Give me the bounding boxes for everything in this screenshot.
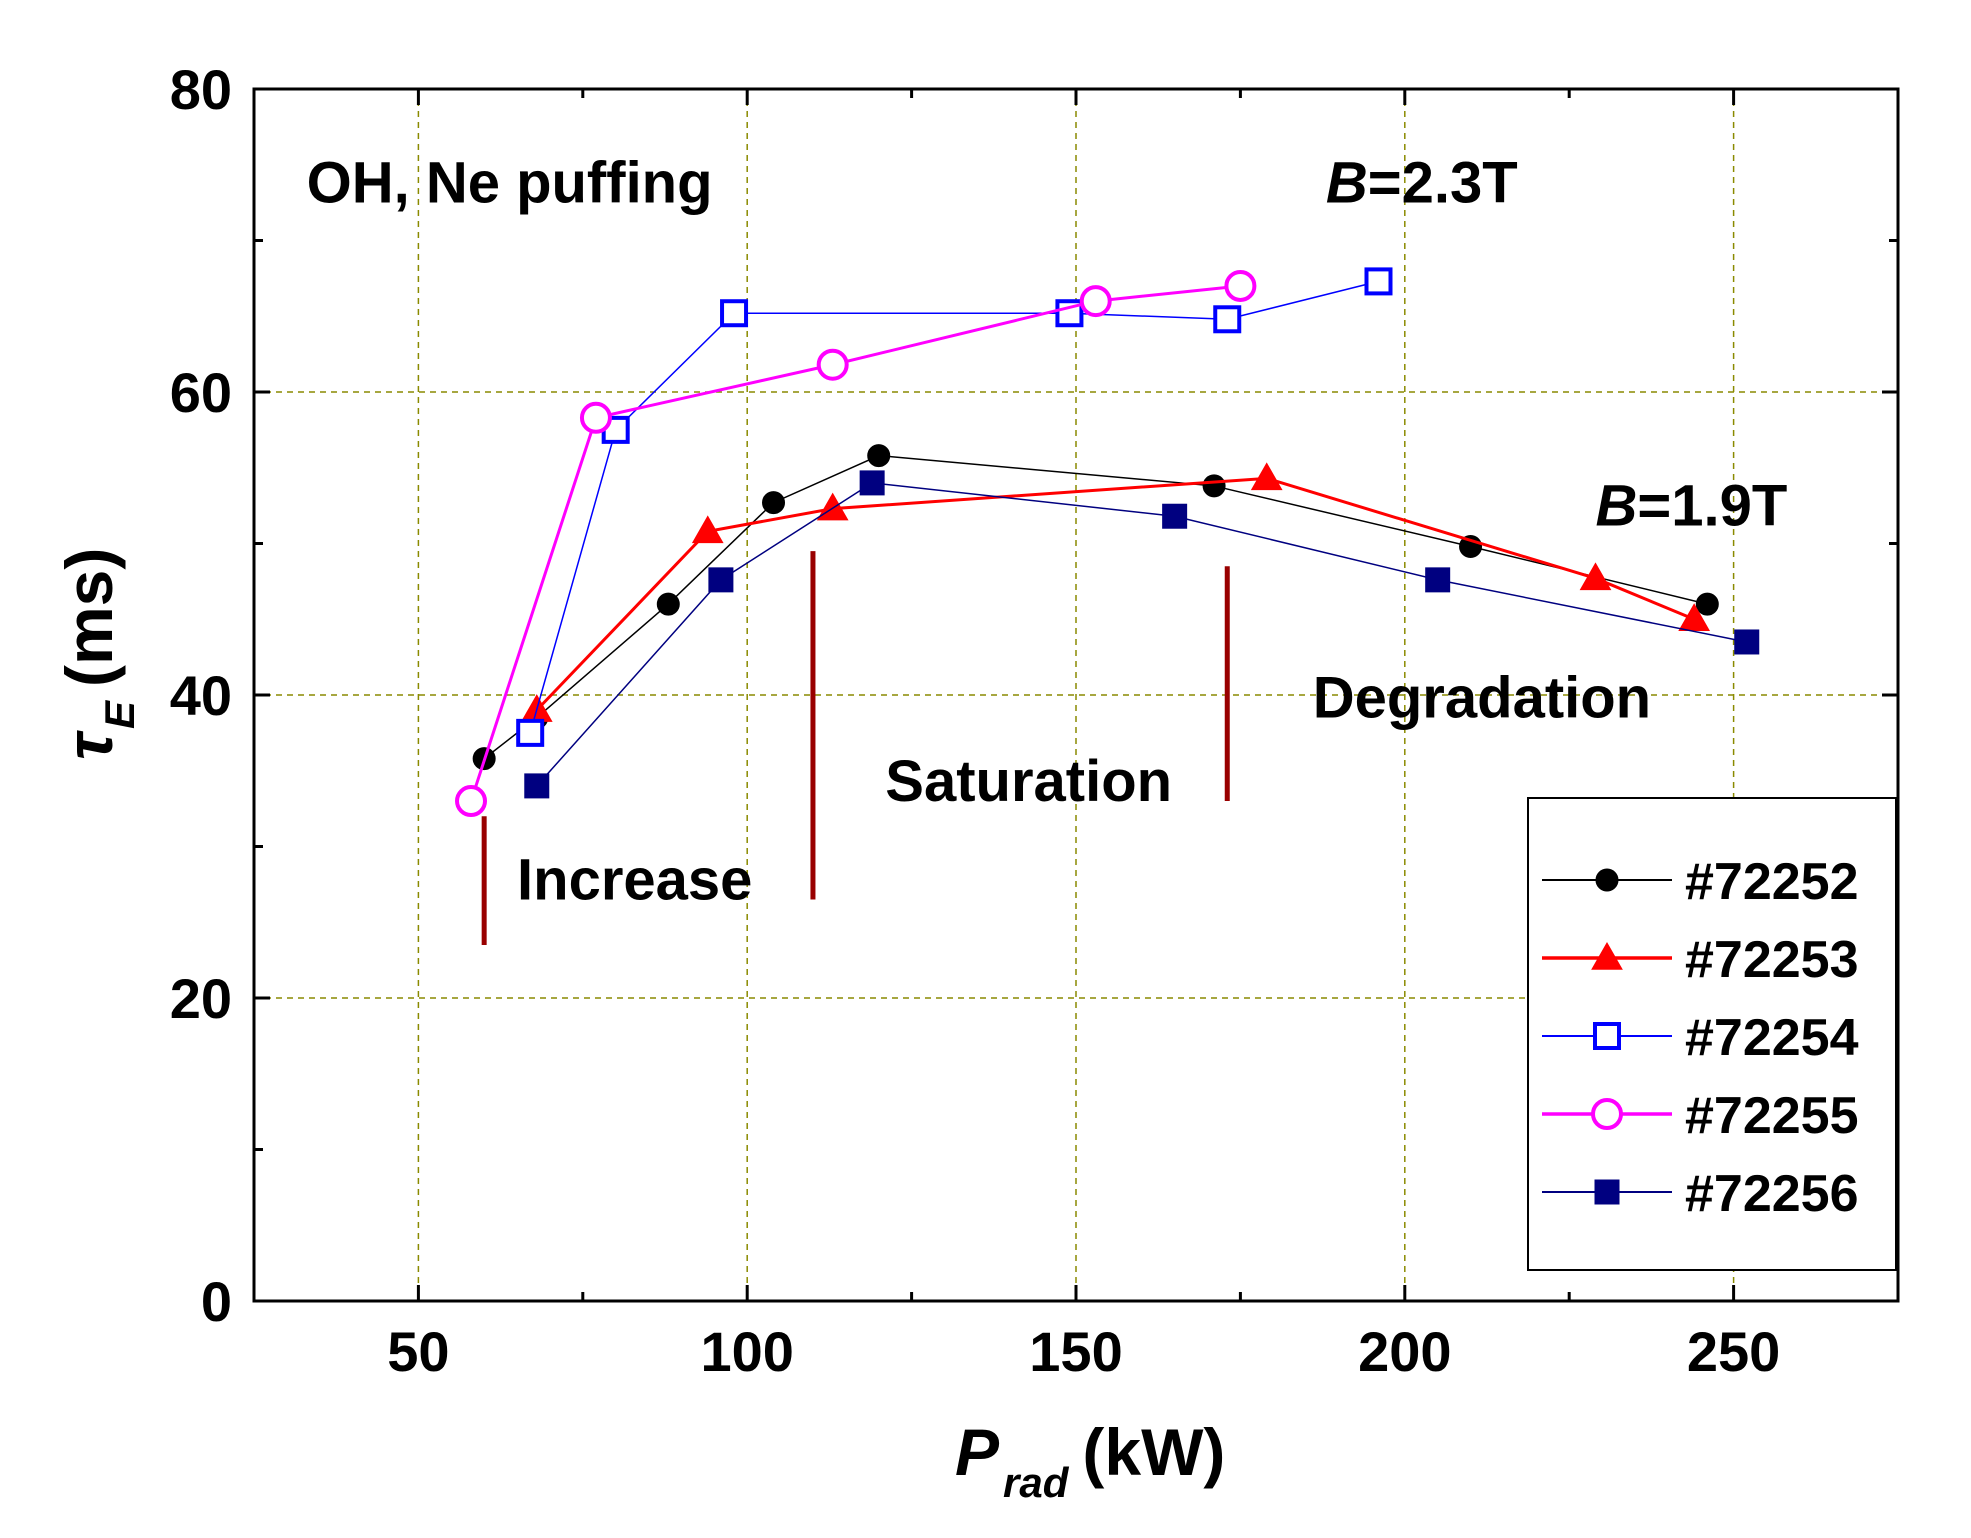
y-tick-label-0: 0	[201, 1270, 232, 1333]
legend-marker	[1591, 941, 1623, 970]
annotation-4: Increase	[517, 848, 752, 913]
x-tick-label-150: 150	[1029, 1320, 1122, 1383]
data-point-72254-4	[1213, 305, 1242, 334]
data-point-72254-5	[1364, 267, 1393, 296]
data-point-72252-3	[762, 491, 786, 515]
data-point-72255-4	[1224, 269, 1257, 302]
legend-marker	[1593, 1022, 1621, 1050]
data-series	[455, 267, 1760, 818]
series-line-72253	[535, 476, 1695, 712]
y-axis-label: τE(ms)	[52, 548, 143, 760]
x-tick-label-200: 200	[1358, 1320, 1451, 1383]
y-tick-label-60: 60	[170, 361, 232, 424]
legend-label: #72256	[1685, 1165, 1859, 1223]
data-point-72252-7	[1695, 592, 1719, 616]
data-point-72254-0	[516, 718, 545, 747]
annotation-1: OH, Ne puffing	[307, 151, 713, 216]
y-tick-label-80: 80	[170, 58, 232, 121]
data-point-72253-5	[1678, 603, 1711, 631]
data-point-72255-0	[455, 785, 488, 818]
annotation-5: Saturation	[885, 749, 1172, 814]
data-point-72255-1	[579, 401, 612, 434]
x-tick-label-50: 50	[387, 1320, 449, 1383]
legend-label: #72254	[1685, 1009, 1859, 1067]
data-point-72252-2	[656, 592, 680, 616]
series-72254	[516, 267, 1393, 747]
data-point-72254-2	[720, 299, 749, 328]
data-point-72256-2	[859, 470, 885, 496]
data-point-72252-5	[1202, 474, 1226, 498]
series-line-72252	[483, 454, 1708, 760]
data-point-72253-4	[1579, 562, 1612, 591]
series-line-72256	[536, 482, 1747, 787]
legend-entries: #72252 #72253 #72254 #72255 #72256	[1542, 853, 1859, 1223]
legend-marker	[1594, 1179, 1620, 1205]
legend-entry-72254: #72254	[1542, 1009, 1859, 1067]
data-point-72256-5	[1734, 629, 1760, 655]
annotation-3: B=1.9T	[1596, 473, 1788, 538]
data-point-72256-0	[524, 773, 550, 799]
series-72256	[524, 470, 1760, 799]
legend-label: #72252	[1685, 853, 1859, 911]
legend-entry-72256: #72256	[1542, 1165, 1859, 1223]
data-point-72253-3	[1250, 462, 1283, 491]
legend-entry-72252: #72252	[1542, 853, 1859, 911]
annotation-2: B=2.3T	[1326, 151, 1518, 216]
x-axis-label: Prad (kW)	[955, 1415, 1225, 1506]
axis-ticks: 50 100 150 200 250 0 20 40 60 80	[170, 58, 1900, 1383]
y-tick-label-40: 40	[170, 664, 232, 727]
phase-divider-lines	[481, 551, 1230, 945]
x-tick-label-250: 250	[1687, 1320, 1780, 1383]
y-tick-label-20: 20	[170, 967, 232, 1030]
legend-marker	[1595, 868, 1619, 892]
data-point-72256-3	[1162, 503, 1188, 529]
data-point-72255-3	[1079, 285, 1112, 318]
annotations: OH, Ne puffing B=2.3T B=1.9T Increase Satura…	[307, 151, 1788, 913]
data-point-72255-2	[816, 348, 849, 381]
legend-entry-72255: #72255	[1542, 1087, 1859, 1145]
legend-marker	[1591, 1098, 1623, 1130]
legend-label: #72255	[1685, 1087, 1859, 1145]
legend: #72252 #72253 #72254 #72255 #72256	[1527, 797, 1897, 1271]
data-point-72252-4	[867, 444, 891, 468]
series-line-72255	[469, 284, 1241, 802]
annotation-6: Degradation	[1313, 666, 1651, 731]
x-tick-label-100: 100	[700, 1320, 793, 1383]
series-line-72254	[529, 280, 1379, 734]
data-point-72256-1	[708, 567, 734, 593]
data-point-72256-4	[1425, 567, 1451, 593]
series-72255	[455, 269, 1257, 818]
legend-entry-72253: #72253	[1542, 931, 1859, 989]
data-point-72253-1	[691, 515, 724, 544]
legend-label: #72253	[1685, 931, 1859, 989]
